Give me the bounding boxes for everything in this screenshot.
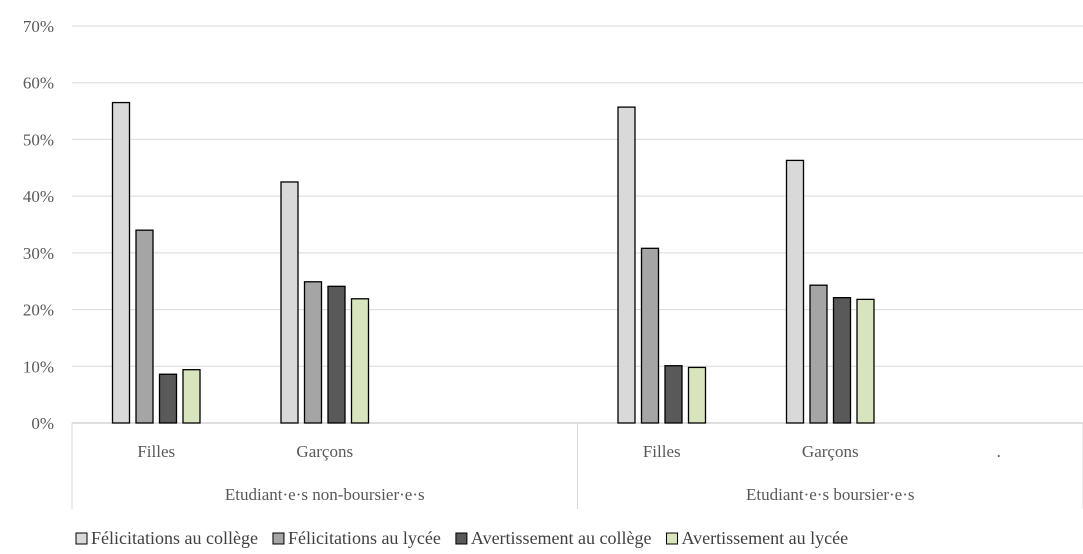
bar [785,159,805,424]
bar [617,106,636,424]
bar [664,365,683,424]
legend-item: Avertissement au lycée [666,528,849,548]
legend-label: Félicitations au lycée [288,528,441,548]
legend-swatch [272,532,285,545]
legend-label: Félicitations au collège [91,528,258,548]
gridlines [72,25,1083,424]
y-tick-label: 20% [23,301,54,320]
bar [809,284,828,424]
legend-swatch [666,532,679,545]
legend: Félicitations au collège Félicitations au… [75,528,849,548]
y-tick-label: 30% [23,244,54,263]
x-category-label: Garçons [802,442,859,461]
bar [832,297,852,424]
legend-item: Félicitations au lycée [272,528,441,548]
y-tick-label: 60% [23,74,54,93]
bar [111,101,131,424]
y-axis-ticks: 0% 10% 20% 30% 40% 50% 60% 70% [23,17,54,433]
legend-item: Avertissement au collège [455,528,652,548]
x-category-label: Filles [643,442,681,461]
y-tick-label: 70% [23,17,54,36]
bar [327,285,346,424]
bar [303,281,323,424]
y-tick-label: 10% [23,357,54,376]
x-category-label: Filles [137,442,175,461]
legend-swatch [455,532,468,545]
legend-label: Avertissement au collège [471,528,652,548]
legend-swatch [75,532,88,545]
bar [135,229,154,424]
x-axis [71,423,1083,509]
x-category-label: Garçons [296,442,353,461]
bar [182,369,201,424]
bar [856,298,875,424]
x-axis-labels: Filles Garçons Etudiant·e·s non-boursier·e… [137,442,1001,504]
y-tick-label: 40% [23,187,54,206]
bar [350,298,370,424]
bar [158,373,178,424]
bars [111,101,875,424]
y-tick-label: 50% [23,130,54,149]
bar [687,366,707,424]
bar [640,247,660,424]
legend-item: Félicitations au collège [75,528,258,548]
x-group-label: Etudiant·e·s boursier·e·s [746,485,915,504]
bar [280,181,299,424]
legend-label: Avertissement au lycée [682,528,849,548]
x-group-label: Etudiant·e·s non-boursier·e·s [225,485,425,504]
x-category-label: . [997,442,1001,461]
y-tick-label: 0% [31,414,54,433]
